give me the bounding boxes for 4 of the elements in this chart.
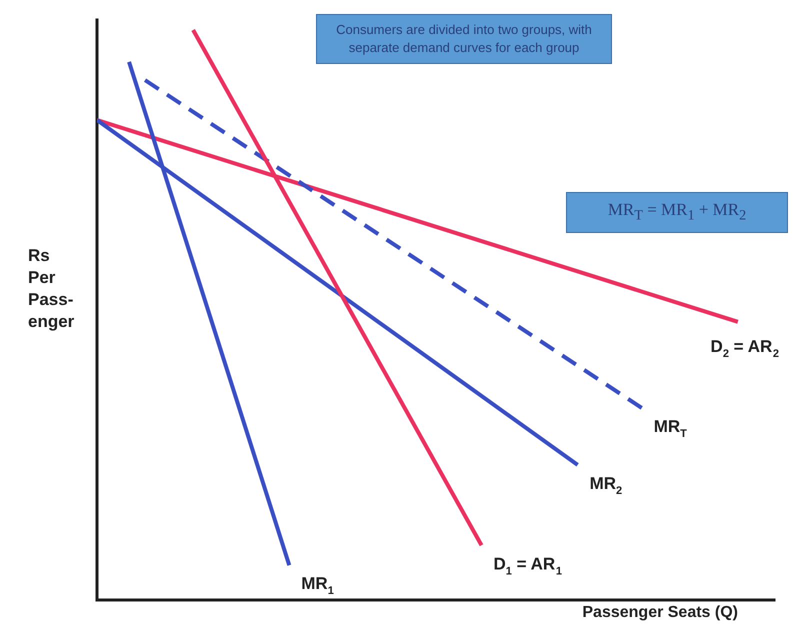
text-box: MR$_{T}$ = MR$_{1}$ + MR$_{2}$ [566,192,788,234]
text-box: Consumers are divided into two groups, with separate demand curves for each group [316,14,612,64]
x-axis-title: Passenger Seats (Q) [582,604,738,622]
y-axis-title: Rs Per Pass- enger [28,245,74,333]
